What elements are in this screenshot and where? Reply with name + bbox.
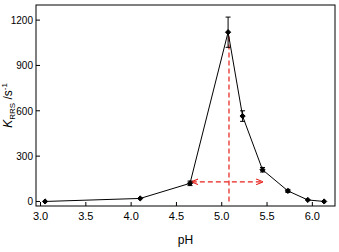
- data-point: [42, 199, 47, 204]
- x-tick-label: 5.5: [259, 210, 274, 222]
- y-label-sub: RRS: [8, 103, 17, 120]
- x-tick: [312, 202, 313, 206]
- x-tick: [85, 202, 86, 206]
- y-tick-label: 900: [16, 60, 33, 71]
- y-tick: [36, 65, 40, 66]
- chart: 3.0 3.5 4.0 4.5 5.0 5.5 6.0 0 300 600 900 1200 pH KRR…: [0, 0, 339, 252]
- data-point: [240, 113, 245, 118]
- y-tick: [36, 20, 40, 21]
- data-point: [187, 181, 192, 186]
- data-point: [305, 197, 310, 202]
- x-tick-label: 6.0: [305, 210, 320, 222]
- error-bar: [226, 17, 231, 47]
- y-tick-label: 300: [16, 151, 33, 162]
- x-tick-label: 5.0: [214, 210, 229, 222]
- y-tick-label: 0: [27, 196, 33, 207]
- x-tick-label: 4.0: [123, 210, 138, 222]
- y-label-sup: -1: [0, 83, 9, 91]
- x-tick: [267, 202, 268, 206]
- range-arrow: [192, 181, 263, 182]
- y-tick-label: 600: [16, 106, 33, 117]
- error-bar: [240, 111, 245, 122]
- error-bar: [188, 181, 193, 186]
- plot-frame: [36, 5, 335, 206]
- data-point: [260, 167, 265, 172]
- data-point: [285, 188, 290, 193]
- data-point: [225, 30, 230, 35]
- plot-area: [42, 17, 326, 204]
- y-tick: [36, 110, 40, 111]
- y-tick: [36, 156, 40, 157]
- x-tick-label: 3.5: [78, 210, 93, 222]
- x-tick-label: 3.0: [33, 210, 48, 222]
- x-tick: [176, 202, 177, 206]
- x-tick: [40, 202, 41, 206]
- x-axis-label: pH: [178, 233, 193, 247]
- y-tick-label: 1200: [11, 15, 34, 26]
- x-tick-label: 4.5: [169, 210, 184, 222]
- y-label-unit: /s: [1, 90, 15, 103]
- optimum-line: [228, 32, 229, 201]
- y-tick: [36, 201, 40, 202]
- x-tick: [131, 202, 132, 206]
- error-bar: [260, 167, 265, 172]
- x-tick: [221, 202, 222, 206]
- data-point: [138, 196, 143, 201]
- y-axis-label: KRRS /s-1: [0, 83, 17, 128]
- data-line: [45, 32, 324, 201]
- data-point: [322, 199, 327, 204]
